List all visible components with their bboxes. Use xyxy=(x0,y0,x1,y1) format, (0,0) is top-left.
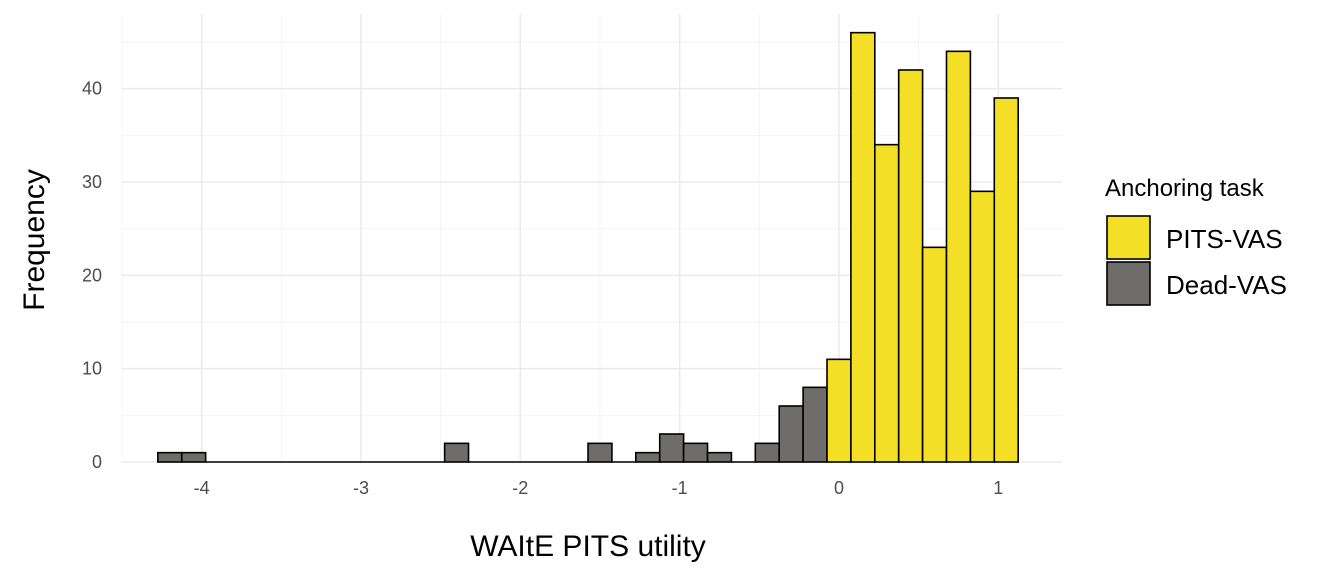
legend: Anchoring task PITS-VAS Dead-VAS xyxy=(1105,175,1287,306)
bar-dead-vas xyxy=(635,451,661,463)
legend-label-pits-vas: PITS-VAS xyxy=(1166,224,1283,254)
bar-dead-vas xyxy=(802,386,828,463)
bar-pits-vas xyxy=(969,190,996,463)
bar-pits-vas xyxy=(826,358,852,463)
bar-dead-vas xyxy=(754,442,781,463)
y-tick-label: 40 xyxy=(82,79,102,99)
y-tick-label: 30 xyxy=(82,172,102,192)
x-tick-label: -3 xyxy=(353,478,369,498)
legend-title: Anchoring task xyxy=(1105,175,1265,202)
bar-pits-vas xyxy=(945,50,972,463)
bar-pits-vas xyxy=(850,31,876,463)
x-tick-label: 0 xyxy=(834,478,844,498)
y-tick-label: 10 xyxy=(82,359,102,379)
y-axis-title: Frequency xyxy=(18,169,51,311)
bar-dead-vas xyxy=(587,442,613,463)
bar-dead-vas xyxy=(658,433,685,463)
x-axis-title: WAItE PITS utility xyxy=(470,530,706,563)
bar-dead-vas xyxy=(443,442,470,463)
y-tick-labels: 0 10 20 30 40 xyxy=(82,79,102,472)
x-tick-label: -2 xyxy=(512,478,528,498)
bar-pits-vas xyxy=(921,246,948,463)
bar-dead-vas xyxy=(157,451,183,463)
legend-swatch-pits-vas xyxy=(1106,215,1151,260)
bar-pits-vas xyxy=(897,69,924,463)
x-tick-label: -4 xyxy=(194,478,210,498)
legend-swatch-dead-vas xyxy=(1106,261,1151,306)
bar-pits-vas xyxy=(993,97,1019,463)
x-tick-labels: -4 -3 -2 -1 0 1 xyxy=(194,478,1004,498)
x-tick-label: 1 xyxy=(993,478,1003,498)
bar-dead-vas xyxy=(706,451,733,463)
x-tick-label: -1 xyxy=(672,478,688,498)
y-tick-label: 0 xyxy=(92,452,102,472)
bars xyxy=(157,31,1019,463)
bar-dead-vas xyxy=(682,442,709,463)
legend-label-dead-vas: Dead-VAS xyxy=(1166,270,1287,300)
bar-dead-vas xyxy=(778,405,804,463)
bar-dead-vas xyxy=(180,451,207,463)
y-tick-label: 20 xyxy=(82,265,102,285)
bar-pits-vas xyxy=(873,143,900,463)
